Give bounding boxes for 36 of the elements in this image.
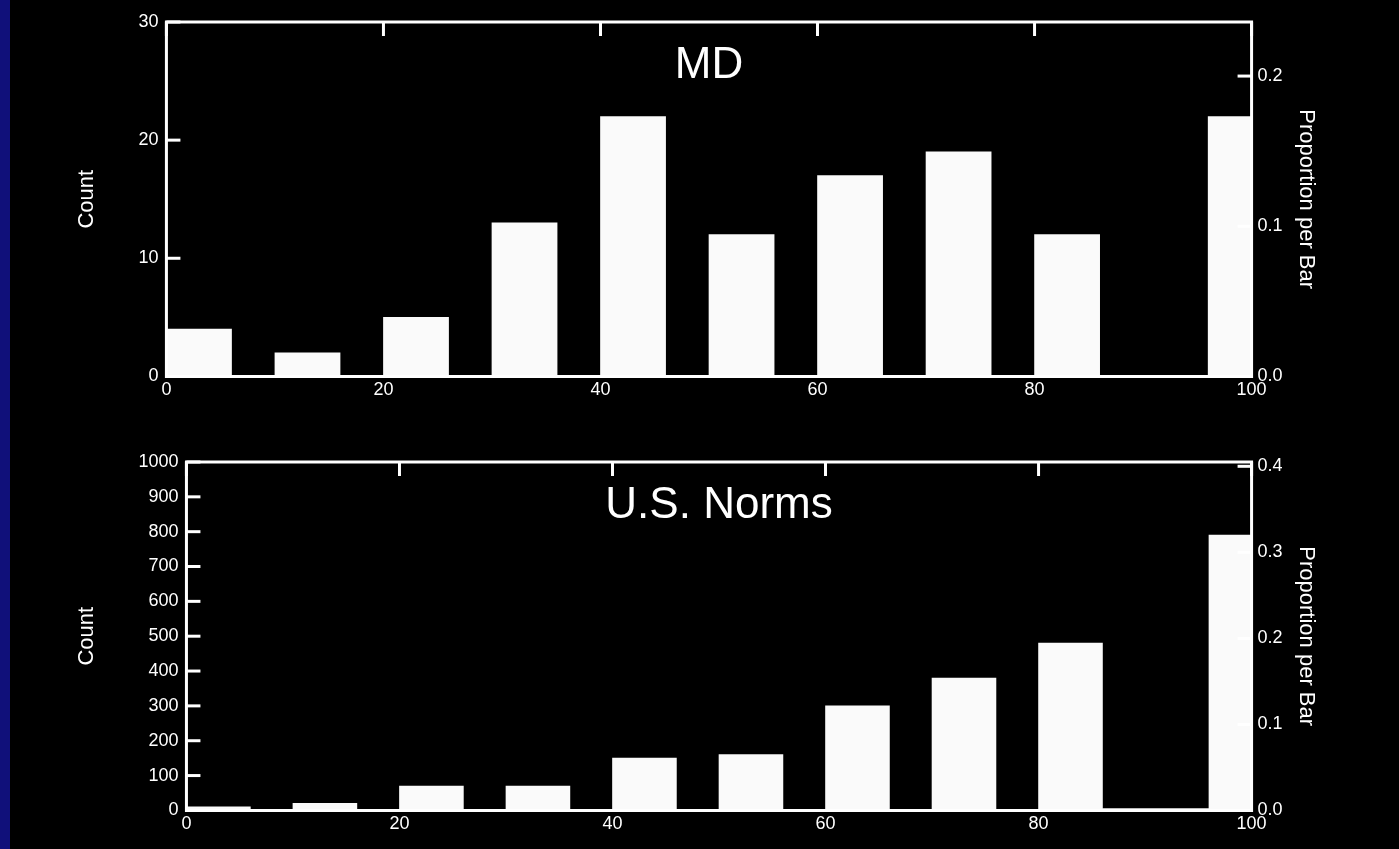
y-tick-label: 200 — [148, 729, 179, 750]
y2-tick-label: 0.2 — [1257, 627, 1283, 648]
y-tick-label: 100 — [148, 764, 179, 785]
y-tick-label: 20 — [138, 129, 159, 150]
y-tick-label: 300 — [148, 694, 179, 715]
x-tick-label: 40 — [590, 379, 611, 400]
y-tick-label: 1000 — [138, 450, 179, 471]
x-tick-label: 0 — [181, 813, 192, 834]
x-tick-label: 60 — [807, 379, 828, 400]
x-tick-label: 40 — [602, 813, 623, 834]
y-tick-label: 10 — [138, 247, 159, 268]
y2-tick-label: 0.1 — [1257, 215, 1283, 236]
x-tick-label: 80 — [1024, 379, 1045, 400]
y-tick-label: 700 — [148, 555, 179, 576]
y2-axis-title: Proportion per Bar — [1294, 546, 1320, 727]
y-tick-label: 500 — [148, 625, 179, 646]
y-tick-label: 0 — [148, 365, 159, 386]
y-tick-label: 400 — [148, 660, 179, 681]
y-tick-label: 600 — [148, 590, 179, 611]
x-tick-label: 20 — [373, 379, 394, 400]
y2-tick-label: 0.3 — [1257, 541, 1283, 562]
y-axis-title: Count — [73, 606, 99, 666]
y2-axis-title: Proportion per Bar — [1294, 109, 1320, 290]
y-tick-label: 0 — [168, 799, 179, 820]
y2-tick-label: 0.1 — [1257, 713, 1283, 734]
x-tick-label: 60 — [815, 813, 836, 834]
x-tick-label: 80 — [1028, 813, 1049, 834]
y-tick-label: 800 — [148, 520, 179, 541]
y-tick-label: 900 — [148, 485, 179, 506]
chart-title: U.S. Norms — [605, 478, 833, 528]
x-tick-label: 20 — [389, 813, 410, 834]
y2-tick-label: 0.4 — [1257, 455, 1283, 476]
chart-title: MD — [674, 38, 744, 88]
y-tick-label: 30 — [138, 10, 159, 31]
y-axis-title: Count — [73, 169, 99, 229]
y2-tick-label: 0.2 — [1257, 65, 1283, 86]
